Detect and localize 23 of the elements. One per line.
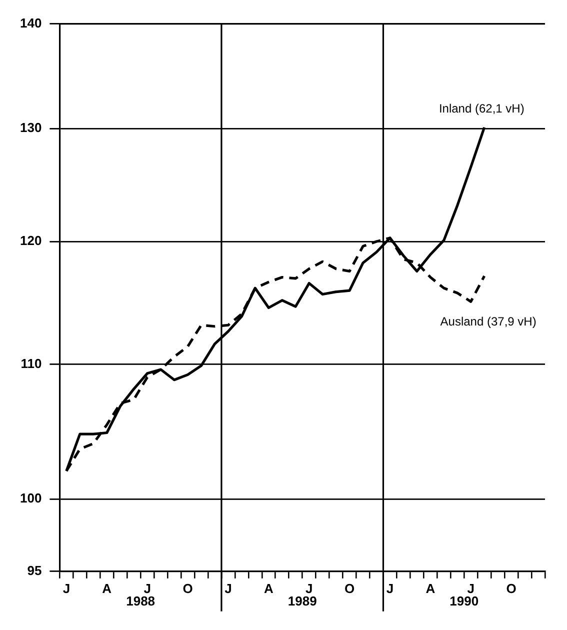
x-tick-label: J: [62, 580, 70, 596]
x-tick-label: J: [144, 580, 151, 596]
x-tick-label: J: [305, 580, 313, 596]
y-tick-label: 140: [20, 15, 42, 30]
text: 1989: [288, 593, 317, 608]
text: Ausland (37,9 vH): [440, 314, 536, 328]
y-tick-label: 130: [20, 120, 42, 136]
y-tick-label: 110: [20, 356, 42, 371]
x-tick-label: A: [102, 580, 112, 596]
x-tick-label: J: [224, 580, 232, 596]
series-label: Inland (62,1 vH): [438, 102, 524, 116]
x-tick-label: A: [426, 580, 436, 596]
x-tick-label: A: [264, 580, 274, 596]
text: 1988: [126, 593, 156, 608]
x-tick-label: J: [467, 580, 474, 596]
x-tick-label: O: [344, 580, 355, 596]
y-tick-label: 120: [20, 233, 42, 248]
text: 1990: [450, 593, 479, 608]
y-tick-label: 95: [27, 562, 42, 578]
x-tick-label: J: [386, 580, 394, 596]
y-tick-label: 100: [20, 490, 42, 506]
x-tick-label: O: [506, 580, 516, 596]
x-tick-label: O: [182, 580, 193, 596]
